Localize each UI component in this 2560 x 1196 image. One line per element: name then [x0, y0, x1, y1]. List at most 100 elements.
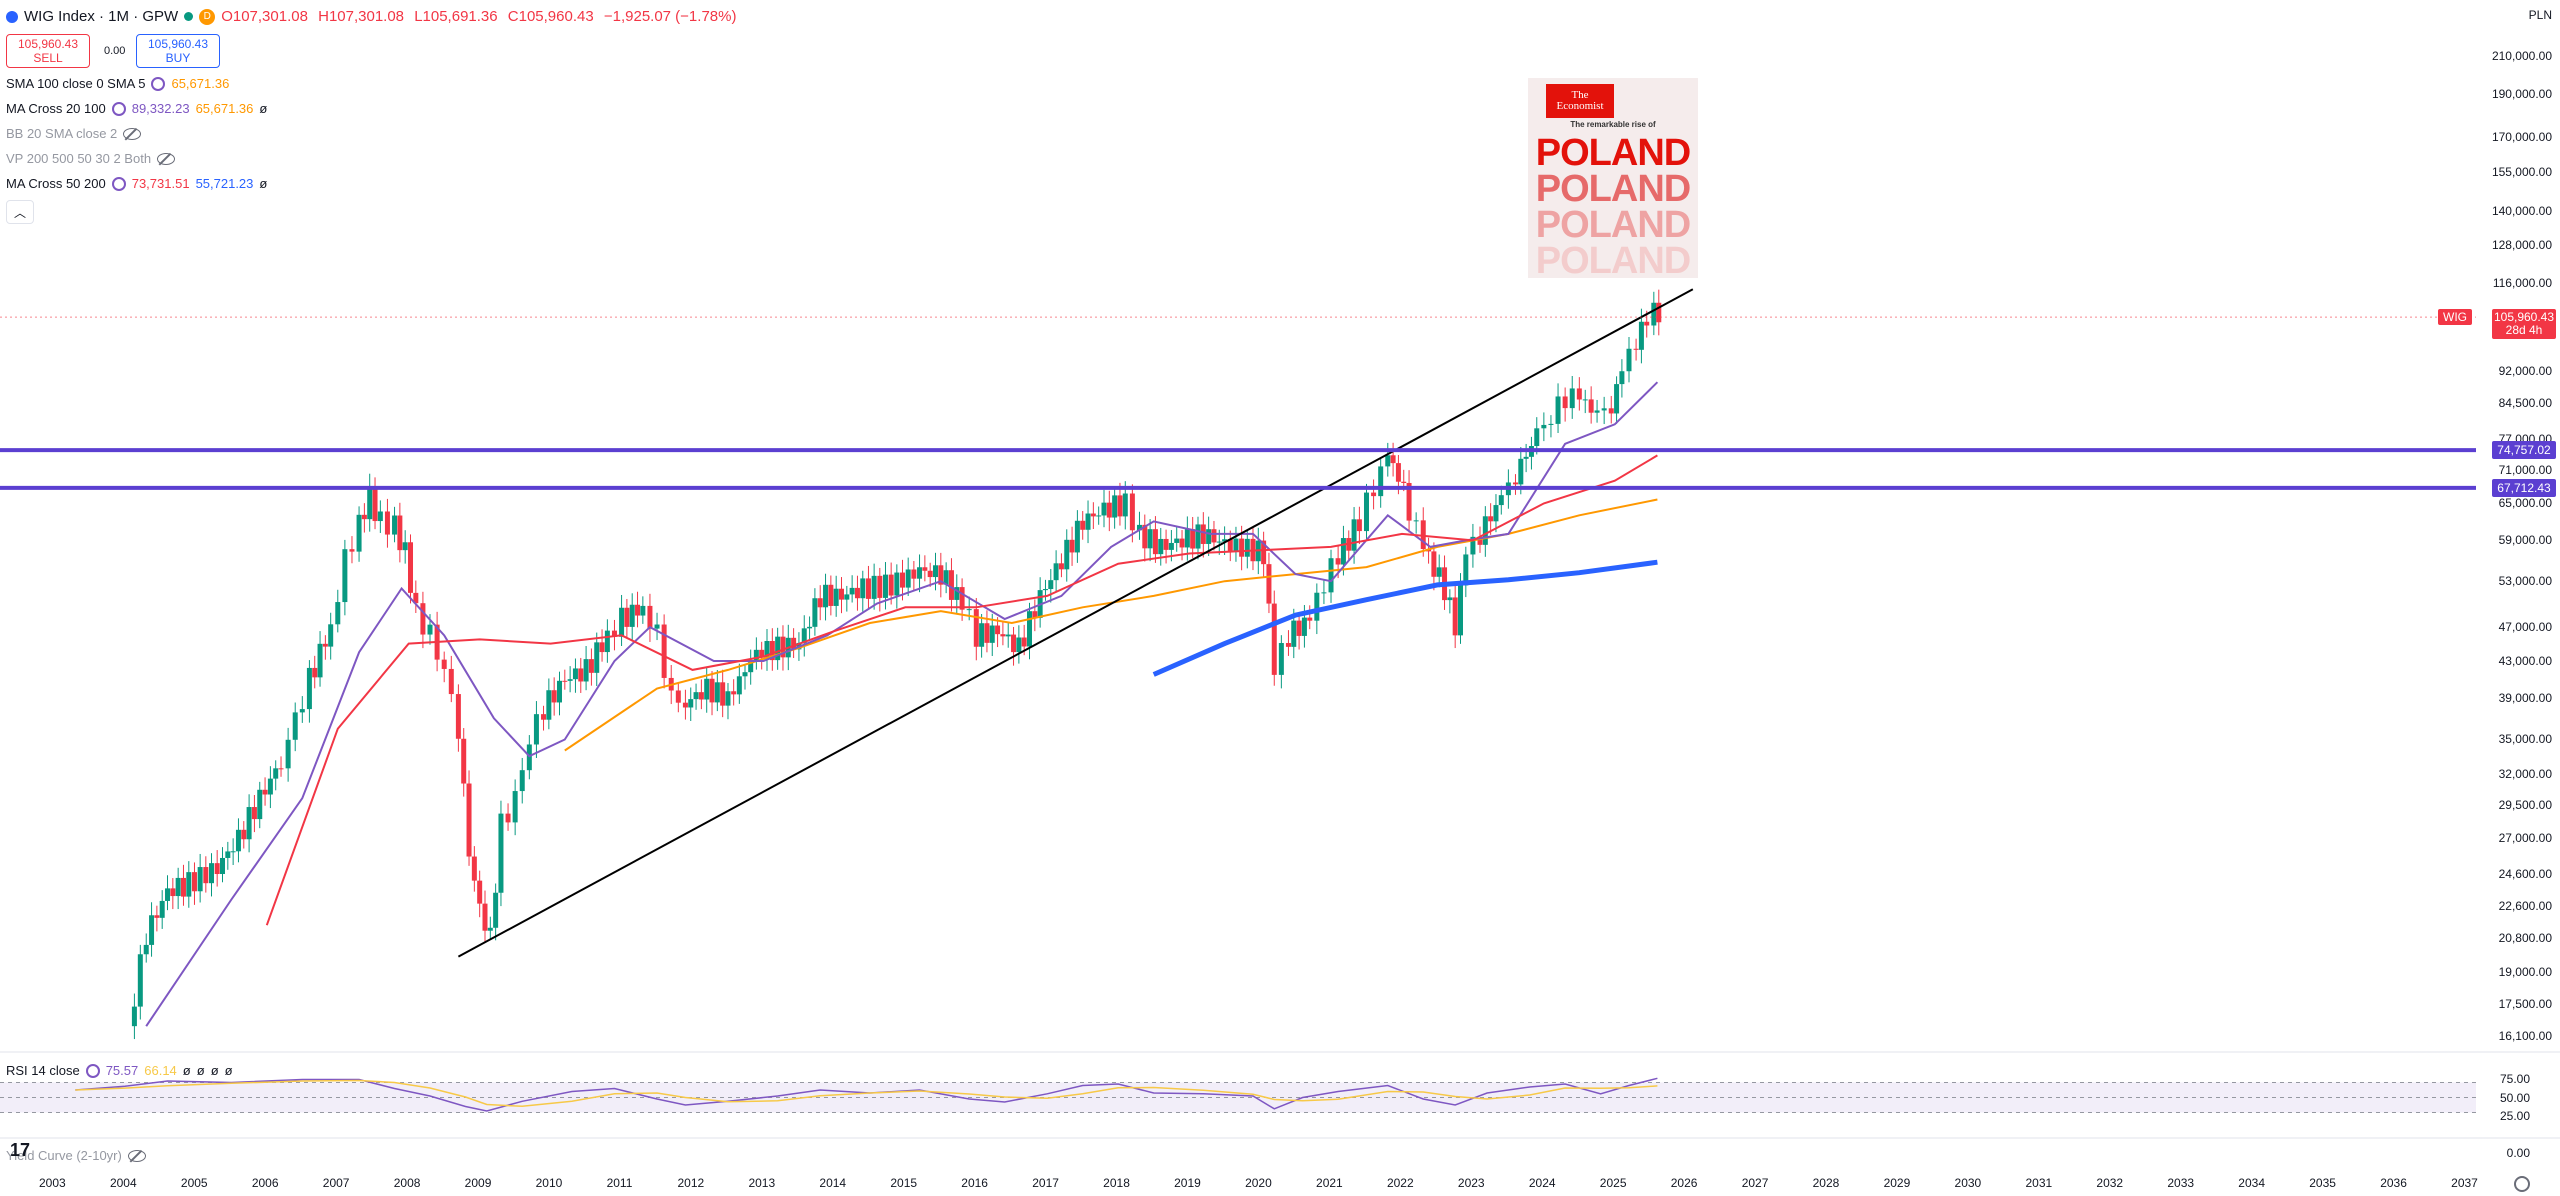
candle-body [235, 829, 241, 852]
candle-body [170, 888, 176, 897]
candle-body [775, 636, 781, 661]
candle-body [688, 699, 694, 708]
price-axis-label: 71,000.00 [2498, 462, 2552, 477]
candle-body [567, 679, 573, 681]
candle-body [1457, 585, 1463, 636]
hidden-eye-icon[interactable] [127, 1149, 146, 1162]
candle-body [731, 691, 737, 695]
indicator-ma-cross-50-200[interactable]: MA Cross 50 200 73,731.51 55,721.23 ø [6, 176, 267, 191]
currency-label[interactable]: PLN [2528, 8, 2552, 22]
candle-body [257, 789, 263, 820]
rsi-extra-value: ø [182, 1063, 191, 1078]
candle-body [1085, 513, 1091, 530]
candle-body [349, 549, 355, 552]
symbol-title[interactable]: WIG Index · 1M · GPW [24, 8, 179, 25]
indicator-settings-icon[interactable] [111, 176, 126, 191]
hidden-eye-icon[interactable] [157, 152, 176, 165]
candle-body [519, 770, 525, 792]
spread-value: 0.00 [104, 45, 126, 57]
indicator-bb[interactable]: BB 20 SMA close 2 [6, 126, 142, 141]
buy-button[interactable]: 105,960.43 BUY [136, 34, 220, 68]
candle-body [1027, 611, 1033, 647]
candle-body [186, 872, 192, 897]
ohlc-change: −1,925.07 (−1.78%) [603, 8, 737, 25]
candle-body [241, 829, 247, 840]
time-axis-label: 2012 [677, 1176, 705, 1190]
time-axis-label: 2035 [2309, 1176, 2336, 1190]
symbol-header[interactable]: WIG Index · 1M · GPW D O107,301.08 H107,… [6, 8, 742, 25]
candle-body [588, 659, 594, 673]
rsi-axis-label: 75.00 [2499, 1071, 2530, 1086]
candle-body [714, 682, 720, 703]
candle-body [246, 807, 252, 840]
candle-body [1142, 524, 1148, 549]
candle-body [624, 607, 630, 627]
candle-body [1452, 597, 1458, 636]
candle-body [780, 636, 786, 658]
candle-body [1296, 620, 1302, 636]
candle-body [720, 682, 726, 706]
collapse-indicators-button[interactable]: ︿ [6, 200, 34, 224]
candle-body [299, 709, 305, 713]
price-axis-label: 65,000.00 [2498, 496, 2552, 511]
ohlc-close: C105,960.43 [507, 8, 594, 25]
candle-body [1651, 302, 1657, 326]
candle-body [278, 768, 284, 770]
time-axis-label: 2005 [180, 1176, 208, 1190]
candle-body [1216, 541, 1222, 543]
sell-button[interactable]: 105,960.43 SELL [6, 34, 90, 68]
candle-body [973, 609, 979, 647]
candle-body [917, 567, 923, 579]
candle-body [1477, 536, 1483, 545]
candle-body [823, 584, 829, 608]
indicator-settings-icon[interactable] [151, 76, 166, 91]
indicator-settings-icon[interactable] [85, 1063, 100, 1078]
indicator-ma-cross-20-100[interactable]: MA Cross 20 100 89,332.23 65,671.36 ø [6, 101, 267, 116]
candle-body [292, 712, 298, 740]
hline-price-tag: 74,757.02 [2492, 441, 2556, 460]
candle-body [1633, 348, 1639, 350]
time-axis-label: 2007 [322, 1176, 350, 1190]
indicator-vp[interactable]: VP 200 500 50 30 2 Both [6, 151, 176, 166]
candle-body [1470, 536, 1476, 555]
candle-body [1582, 399, 1588, 401]
indicator-name: RSI 14 close [6, 1063, 80, 1078]
candle-body [154, 915, 160, 918]
candle-body [1363, 492, 1369, 532]
data-delay-badge[interactable]: D [199, 8, 216, 25]
bar-countdown: 28d 4h [2505, 323, 2543, 338]
candle-body [471, 856, 477, 881]
candle-body [533, 714, 539, 745]
candle-body [1080, 520, 1086, 530]
candle-body [1541, 424, 1547, 429]
candle-body [131, 1006, 137, 1027]
candle-body [1390, 455, 1396, 464]
price-axis-label: 16,100.00 [2498, 1028, 2552, 1043]
indicator-sma100[interactable]: SMA 100 close 0 SMA 5 65,671.36 [6, 76, 229, 91]
candle-body [262, 789, 268, 795]
candle-body [966, 609, 972, 611]
candle-body [556, 680, 562, 703]
candle-body [1291, 620, 1297, 647]
price-axis-label: 190,000.00 [2491, 87, 2552, 102]
hidden-eye-icon[interactable] [123, 127, 142, 140]
economist-cover-image: The Economist The remarkable rise of POLA… [1528, 78, 1698, 278]
indicator-settings-icon[interactable] [111, 101, 126, 116]
candle-body [742, 672, 748, 677]
time-axis-label: 2020 [1245, 1176, 1272, 1190]
candle-body [748, 661, 754, 673]
indicator-rsi[interactable]: RSI 14 close 75.57 66.14 ø ø ø ø [6, 1063, 233, 1078]
settings-gear-icon[interactable] [2514, 1176, 2530, 1192]
price-axis-label: 22,600.00 [2498, 899, 2552, 914]
candle-body [1378, 466, 1384, 497]
indicator-yield-curve[interactable]: Yield Curve (2-10yr) [6, 1148, 146, 1163]
rsi-band [0, 1082, 2476, 1113]
indicator-value: 73,731.51 [131, 176, 190, 191]
time-axis-label: 2010 [535, 1176, 563, 1190]
candle-body [1179, 538, 1185, 548]
rsi-axis-label: 25.00 [2499, 1109, 2530, 1124]
candle-body [285, 739, 291, 769]
candle-body [1340, 538, 1346, 565]
candle-body [455, 694, 461, 739]
